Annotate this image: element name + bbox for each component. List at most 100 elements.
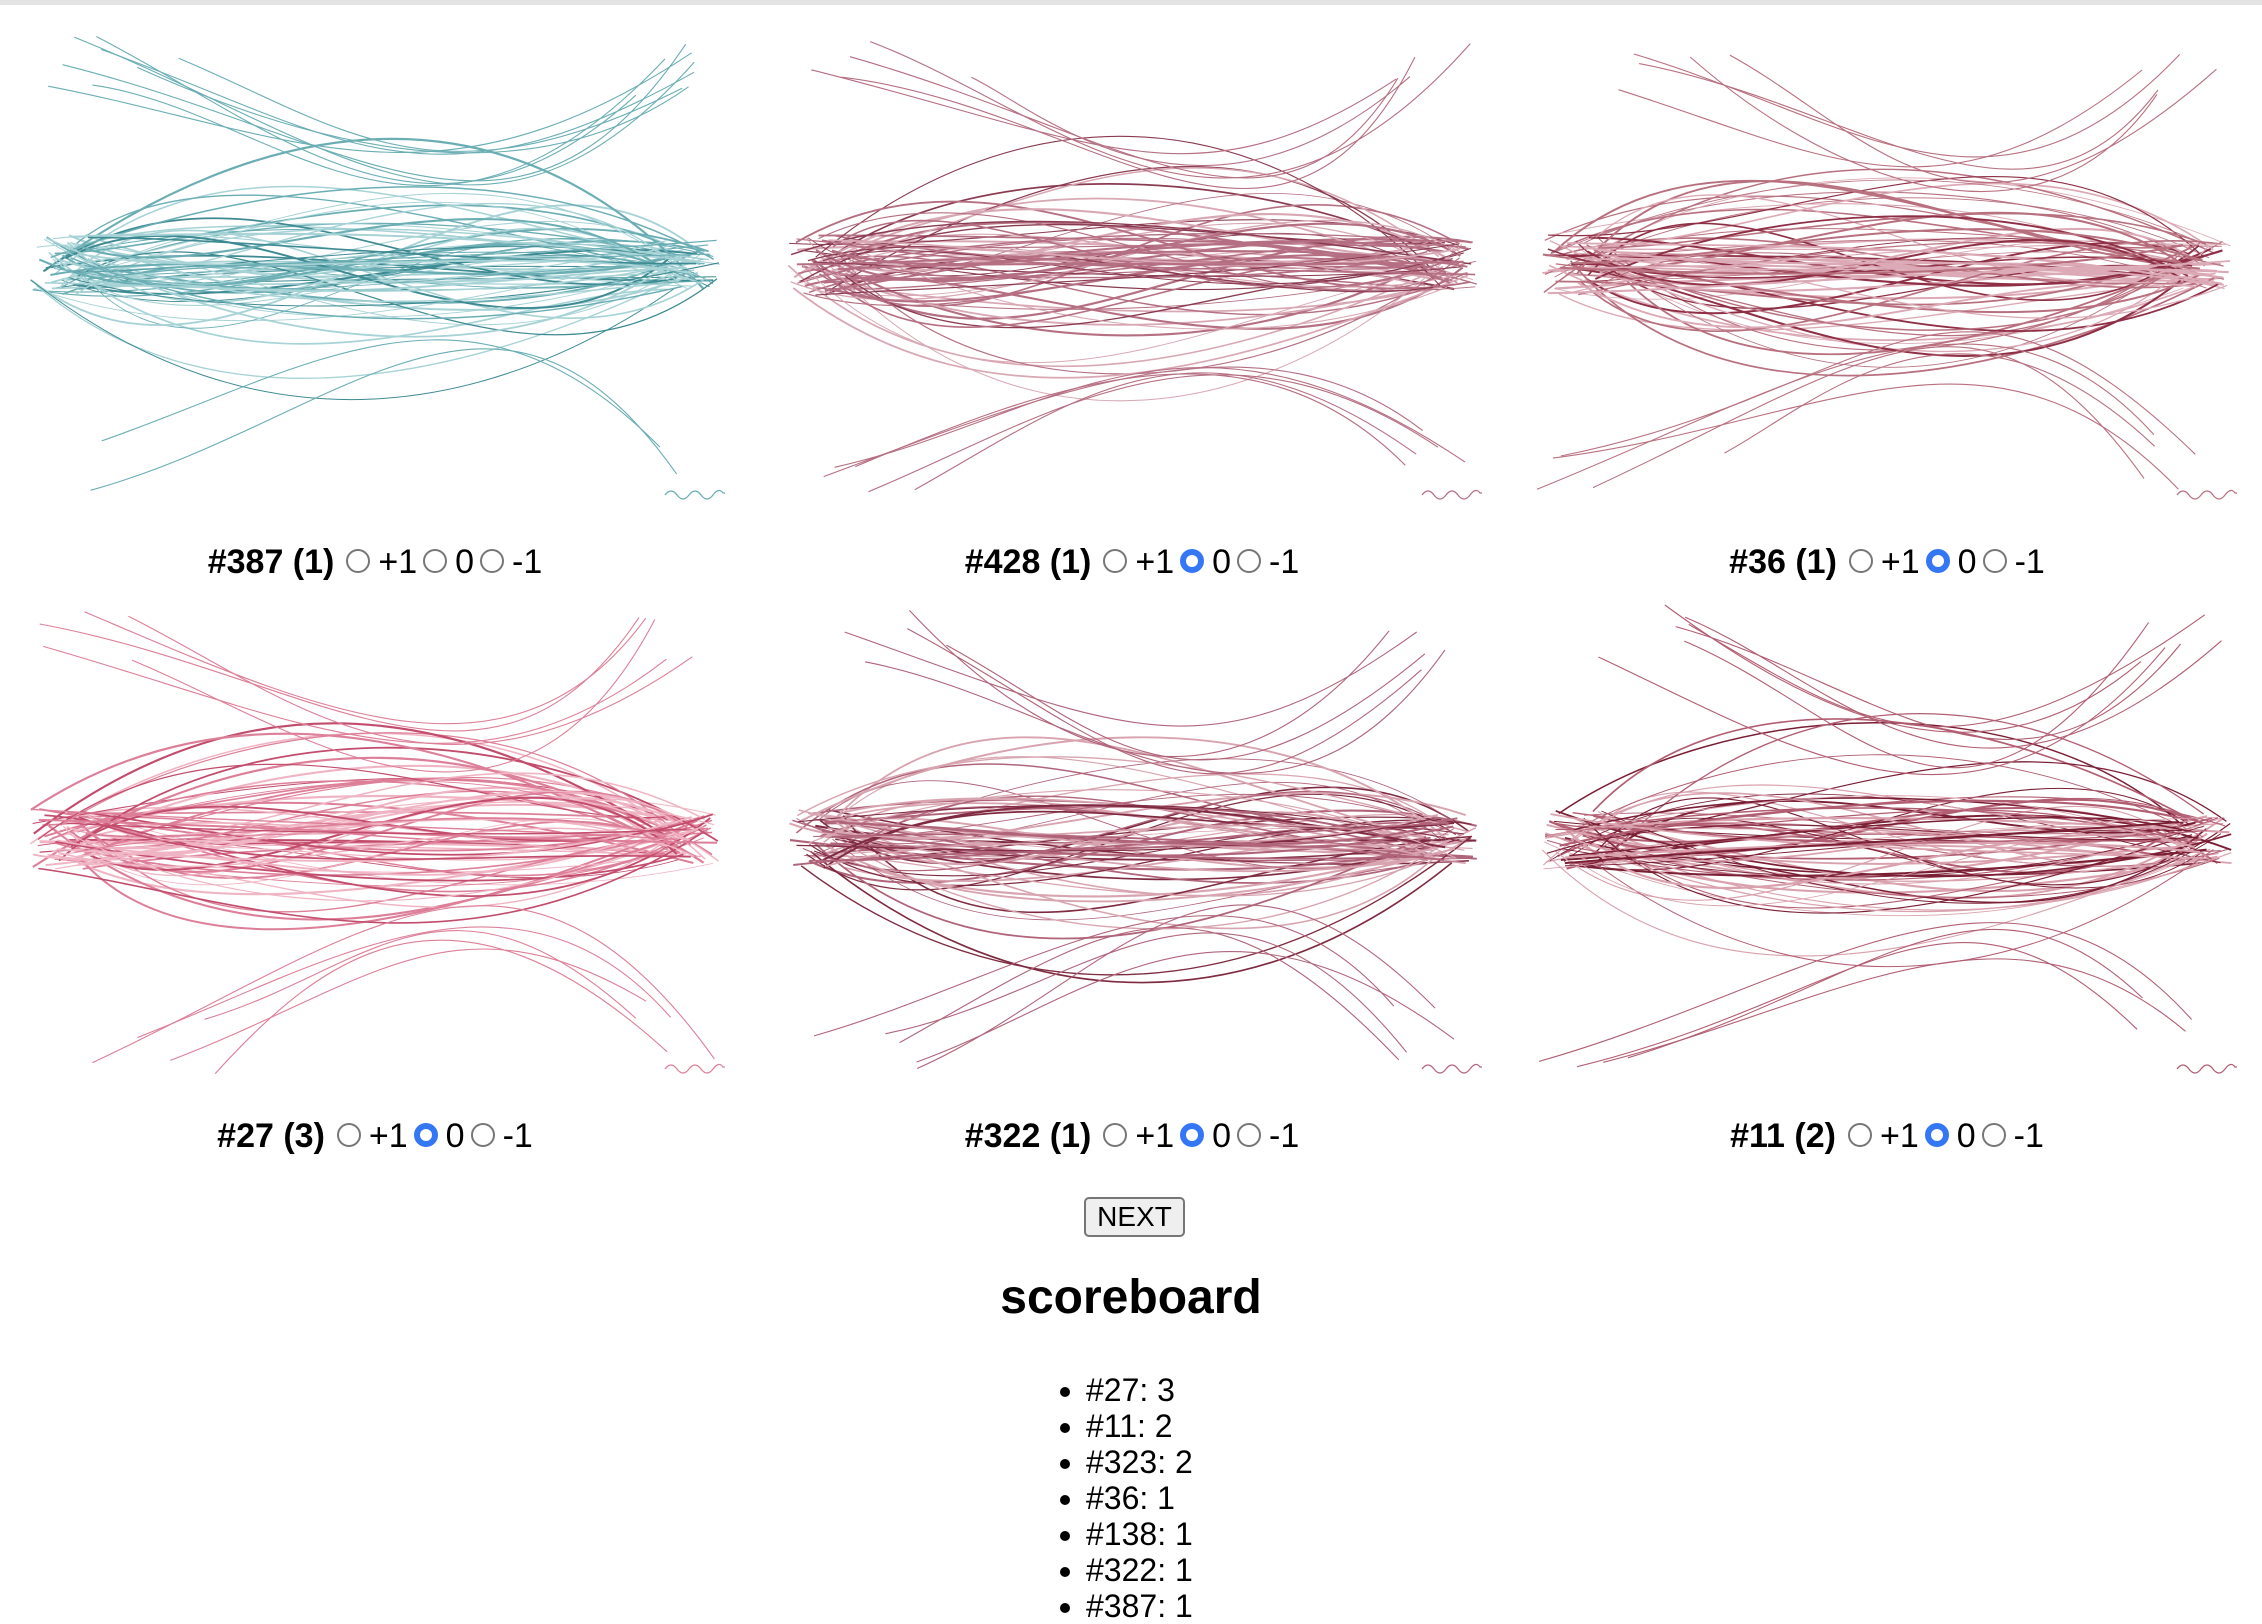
flow-line [66,828,699,902]
flow-lines [30,36,720,491]
flow-line [1564,829,2183,867]
vote-plus-label: +1 [1135,542,1175,581]
vote-minus-radio[interactable] [1237,549,1262,573]
flow-line [1601,212,2207,249]
flow-line [1555,810,2232,878]
flow-line [1554,197,2210,278]
flow-line [66,772,706,840]
vote-plus-label: +1 [1135,1116,1175,1155]
flow-line [30,204,690,327]
vote-plus-radio[interactable] [346,549,371,573]
scoreboard-entry: #322: 1 [1086,1552,1193,1588]
flow-line [80,810,685,856]
flow-line [1582,191,2206,267]
vote-minus-radio[interactable] [480,549,505,573]
flow-line [48,52,693,154]
flow-line [1586,835,2199,911]
flow-line [849,56,1399,179]
flow-line [797,804,1462,842]
vote-minus-label: -1 [2013,1116,2044,1155]
flow-line [33,722,666,837]
flow-line [1576,942,2138,1068]
scoreboard-entry: #323: 2 [1086,1444,1193,1480]
flow-line [1598,647,2166,775]
flow-line [30,279,676,401]
flow-line [204,930,637,1020]
flow-line [824,243,1451,292]
flow-line [42,217,677,286]
flow-line [1545,832,2232,913]
flow-line [53,267,712,291]
scoreboard-entry: #27: 3 [1086,1372,1193,1408]
scoreboard-heading: scoreboard [1000,1271,1262,1324]
flow-line [814,758,1455,855]
vote-zero-label: 0 [1212,1116,1232,1155]
flow-line [1558,722,2179,823]
vote-zero-radio[interactable] [1924,1123,1949,1147]
flow-line [92,905,715,1064]
flow-line [792,274,1469,379]
flow-line [64,234,671,310]
flow-line [844,243,1448,330]
vote-plus-radio[interactable] [1848,549,1873,573]
artist-signature [2176,1063,2237,1074]
flow-lines [1538,604,2232,1068]
flow-line [800,736,1447,840]
flow-line [800,836,1471,976]
vote-zero-radio[interactable] [413,1123,438,1147]
vote-minus-radio[interactable] [1981,1123,2006,1147]
flow-line [1560,244,2184,275]
flow-line [1689,56,2158,193]
flow-line [1577,211,2195,274]
flow-line [66,822,687,835]
vote-plus-radio[interactable] [1103,549,1128,573]
flow-line [796,817,1435,852]
artwork-caption: #36 (1) +1 0 -1 [1537,537,2237,587]
artwork-title: #428 (1) [964,542,1092,581]
vote-minus-radio[interactable] [470,1123,495,1147]
vote-minus-radio[interactable] [1982,549,2007,573]
flow-line [823,844,1456,903]
artwork-title: #11 (2) [1730,1116,1836,1155]
flow-line [1564,827,2195,890]
vote-plus-label: +1 [1879,1116,1919,1155]
flow-line [831,833,1445,861]
vote-zero-radio[interactable] [423,549,448,573]
artwork-image [789,610,1482,1074]
flow-line [1552,179,2209,266]
flow-line [837,260,1464,271]
flow-line [804,266,1464,330]
flow-line [1596,821,2208,893]
flow-line [796,250,1468,268]
flow-line [824,814,1439,868]
flow-line [1627,929,2143,1059]
flow-line [51,827,695,868]
flow-line [834,367,1466,468]
flow-line [1585,239,2207,289]
artist-signature [664,489,725,500]
vote-zero-radio[interactable] [1180,549,1205,573]
flow-line [797,232,1423,274]
flow-line [811,69,1397,155]
vote-minus-radio[interactable] [1237,1123,1262,1147]
vote-plus-radio[interactable] [1103,1123,1128,1147]
flow-line [1601,810,2222,904]
vote-zero-radio[interactable] [1925,549,1950,573]
flow-line [48,251,668,345]
vote-plus-radio[interactable] [336,1123,361,1147]
flow-line [790,220,1472,265]
flow-line [66,227,680,303]
flow-line [70,257,683,320]
vote-zero-radio[interactable] [1180,1123,1205,1147]
flow-line [1577,825,2189,864]
next-button[interactable]: NEXT [1084,1197,1185,1237]
flow-line [75,228,710,295]
artwork-caption: #322 (1) +1 0 -1 [782,1111,1482,1161]
vote-plus-radio[interactable] [1847,1123,1872,1147]
flow-line [1618,69,2143,168]
flow-line [73,36,695,186]
artwork-image [29,611,725,1074]
flow-line [55,841,684,882]
flow-line [916,951,1455,1063]
flow-line [855,373,1406,468]
